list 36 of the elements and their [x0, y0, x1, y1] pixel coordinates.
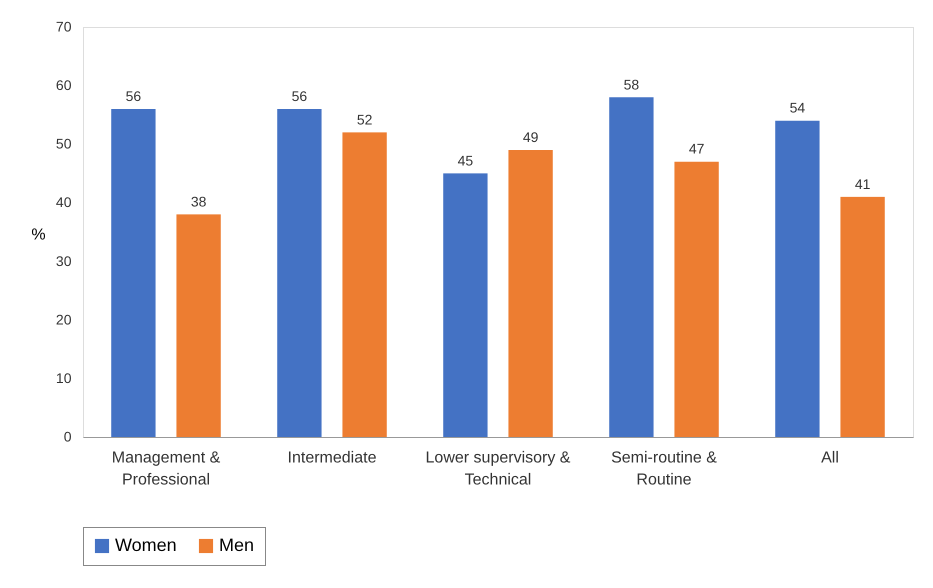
- x-tick-label: Lower supervisory & Technical: [426, 450, 571, 488]
- data-label: 41: [854, 176, 871, 192]
- data-label: 58: [624, 76, 640, 92]
- x-tick-label: Intermediate: [288, 450, 377, 466]
- bar: [443, 173, 488, 437]
- data-label: 47: [688, 140, 705, 157]
- bar: [840, 196, 885, 437]
- y-tick-label: 20: [56, 311, 72, 328]
- legend-label: Men: [219, 535, 254, 555]
- data-label: 38: [190, 193, 207, 210]
- data-label: 54: [790, 100, 806, 116]
- bar: [176, 214, 221, 437]
- bar: [111, 109, 156, 437]
- y-tick-label: 10: [56, 370, 72, 386]
- bar: [342, 132, 387, 437]
- data-label: 49: [522, 129, 539, 145]
- x-tick-label: All: [821, 450, 839, 466]
- y-tick-label: 0: [64, 428, 72, 444]
- y-tick-label: 70: [56, 18, 72, 34]
- y-axis-title: %: [31, 226, 46, 244]
- y-tick-label: 30: [56, 252, 72, 269]
- y-tick-label: 60: [56, 77, 72, 94]
- bar: [775, 120, 820, 437]
- data-label: 56: [126, 88, 142, 104]
- bar: [609, 97, 654, 437]
- data-label: 52: [356, 111, 373, 128]
- bar: [674, 162, 719, 437]
- data-label: 45: [458, 152, 474, 168]
- bar: [508, 150, 553, 437]
- bar: [277, 109, 322, 437]
- legend-label: Women: [115, 535, 177, 555]
- x-tick-label: Semi-routine & Routine: [611, 450, 718, 488]
- y-tick-label: 40: [56, 194, 72, 210]
- y-tick-label: 50: [56, 136, 72, 152]
- x-tick-label: Management & Professional: [112, 450, 221, 488]
- data-label: 56: [292, 88, 308, 104]
